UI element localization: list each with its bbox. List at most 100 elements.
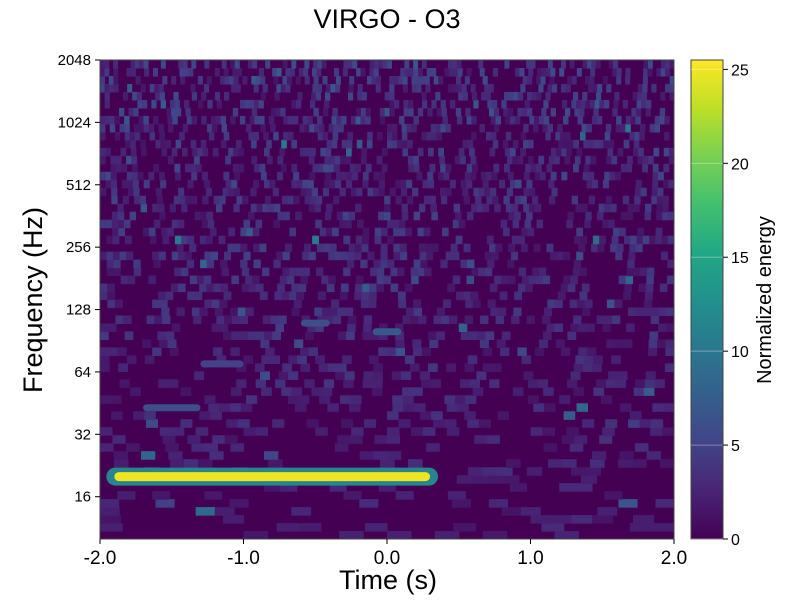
spectrogram-cell (650, 315, 660, 325)
spectrogram-cell (463, 243, 471, 253)
spectrogram-cell (247, 331, 257, 341)
spectrogram-cell (160, 60, 166, 69)
spectrogram-cell (135, 75, 141, 85)
spectrogram-cell (321, 387, 333, 396)
spectrogram-cell (506, 187, 513, 197)
spectrogram-cell (669, 75, 674, 85)
spectrogram-cell (622, 195, 630, 205)
spectrogram-cell (348, 315, 357, 325)
spectrogram-cell (441, 315, 450, 325)
spectrogram-cell (127, 187, 135, 197)
spectrogram-cell (471, 91, 478, 101)
spectrogram-cell (100, 363, 110, 372)
spectrogram-cell (321, 60, 327, 69)
spectrogram-cell (335, 83, 341, 93)
spectrogram-cell (202, 195, 209, 205)
spectrogram-cell (433, 315, 442, 325)
spectrogram-cell (402, 147, 409, 157)
spectrogram-cell (117, 211, 125, 221)
spectrogram-cell (412, 339, 422, 348)
spectrogram-cell (219, 195, 226, 205)
spectrogram-cell (495, 243, 503, 253)
chart-title: VIRGO - O3 (313, 4, 460, 34)
spectrogram-cell (277, 155, 284, 165)
spectrogram-cell (588, 195, 596, 205)
spectrogram-cell (475, 195, 482, 205)
spectrogram-cell (214, 307, 224, 317)
spectrogram-cell (100, 131, 106, 141)
spectrogram-cell (609, 171, 616, 181)
spectrogram-feature-3 (300, 319, 330, 327)
spectrogram-cell (412, 187, 419, 197)
spectrogram-cell (311, 67, 317, 77)
spectrogram-cell (661, 235, 669, 245)
spectrogram-cell (312, 235, 319, 245)
spectrogram-cell (523, 187, 530, 197)
spectrogram-cell (573, 139, 579, 149)
spectrogram-cell (564, 107, 571, 117)
spectrogram-cell (115, 315, 124, 325)
spectrogram-cell (219, 323, 229, 333)
spectrogram-cell (140, 139, 146, 149)
spectrogram-cell (583, 163, 590, 173)
spectrogram-cell (294, 339, 304, 348)
spectrogram-cell (588, 171, 595, 181)
spectrogram-cell (215, 203, 223, 213)
spectrogram-cell (260, 91, 266, 101)
spectrogram-cell (431, 131, 438, 141)
spectrogram-cell (663, 179, 670, 189)
spectrogram-cell (272, 187, 279, 197)
spectrogram-cell (665, 339, 674, 348)
spectrogram-cell (137, 99, 143, 109)
spectrogram-cell (565, 131, 571, 141)
spectrogram-cell (411, 75, 417, 85)
spectrogram-cell (614, 171, 621, 181)
spectrogram-cell (152, 67, 158, 77)
spectrogram-cell (118, 227, 126, 237)
spectrogram-cell (168, 379, 179, 388)
spectrogram-cell (454, 155, 461, 165)
spectrogram-cell (469, 147, 475, 157)
spectrogram-cell (174, 163, 181, 173)
spectrogram-cell (303, 67, 309, 77)
spectrogram-cell (318, 123, 325, 133)
spectrogram-cell (627, 203, 635, 213)
spectrogram-cell (178, 187, 185, 197)
spectrogram-cell (334, 155, 341, 165)
spectrogram-cell (460, 331, 470, 341)
spectrogram-cell (288, 355, 298, 364)
spectrogram-cell (569, 60, 575, 69)
spectrogram-cell (378, 60, 384, 69)
spectrogram-cell (633, 387, 645, 396)
spectrogram-cell (307, 323, 316, 333)
spectrogram-cell (288, 291, 297, 301)
spectrogram-cell (623, 339, 633, 348)
spectrogram-cell (490, 307, 499, 317)
spectrogram-cell (233, 243, 241, 253)
spectrogram-cell (579, 291, 588, 301)
spectrogram-cell (179, 195, 186, 205)
spectrogram-cell (360, 299, 369, 309)
spectrogram-cell (381, 147, 388, 157)
spectrogram-cell (413, 155, 419, 165)
spectrogram-cell (256, 203, 263, 213)
spectrogram-cell (191, 443, 205, 452)
spectrogram-cell (236, 195, 243, 205)
spectrogram-cell (394, 323, 404, 333)
spectrogram-cell (307, 179, 314, 189)
spectrogram-cell (339, 291, 348, 301)
spectrogram-cell (214, 67, 220, 77)
spectrogram-cell (366, 75, 373, 85)
spectrogram-cell (581, 203, 588, 213)
spectrogram-cell (466, 179, 473, 189)
spectrogram-cell (206, 75, 212, 85)
spectrogram-cell (341, 171, 348, 181)
spectrogram-cell (618, 459, 633, 468)
spectrogram-cell (201, 91, 207, 101)
spectrogram-cell (573, 387, 584, 396)
spectrogram-cell (507, 259, 515, 269)
spectrogram-cell (529, 187, 536, 197)
spectrogram-cell (259, 291, 268, 301)
spectrogram-cell (527, 227, 535, 237)
spectrogram-cell (463, 291, 472, 301)
